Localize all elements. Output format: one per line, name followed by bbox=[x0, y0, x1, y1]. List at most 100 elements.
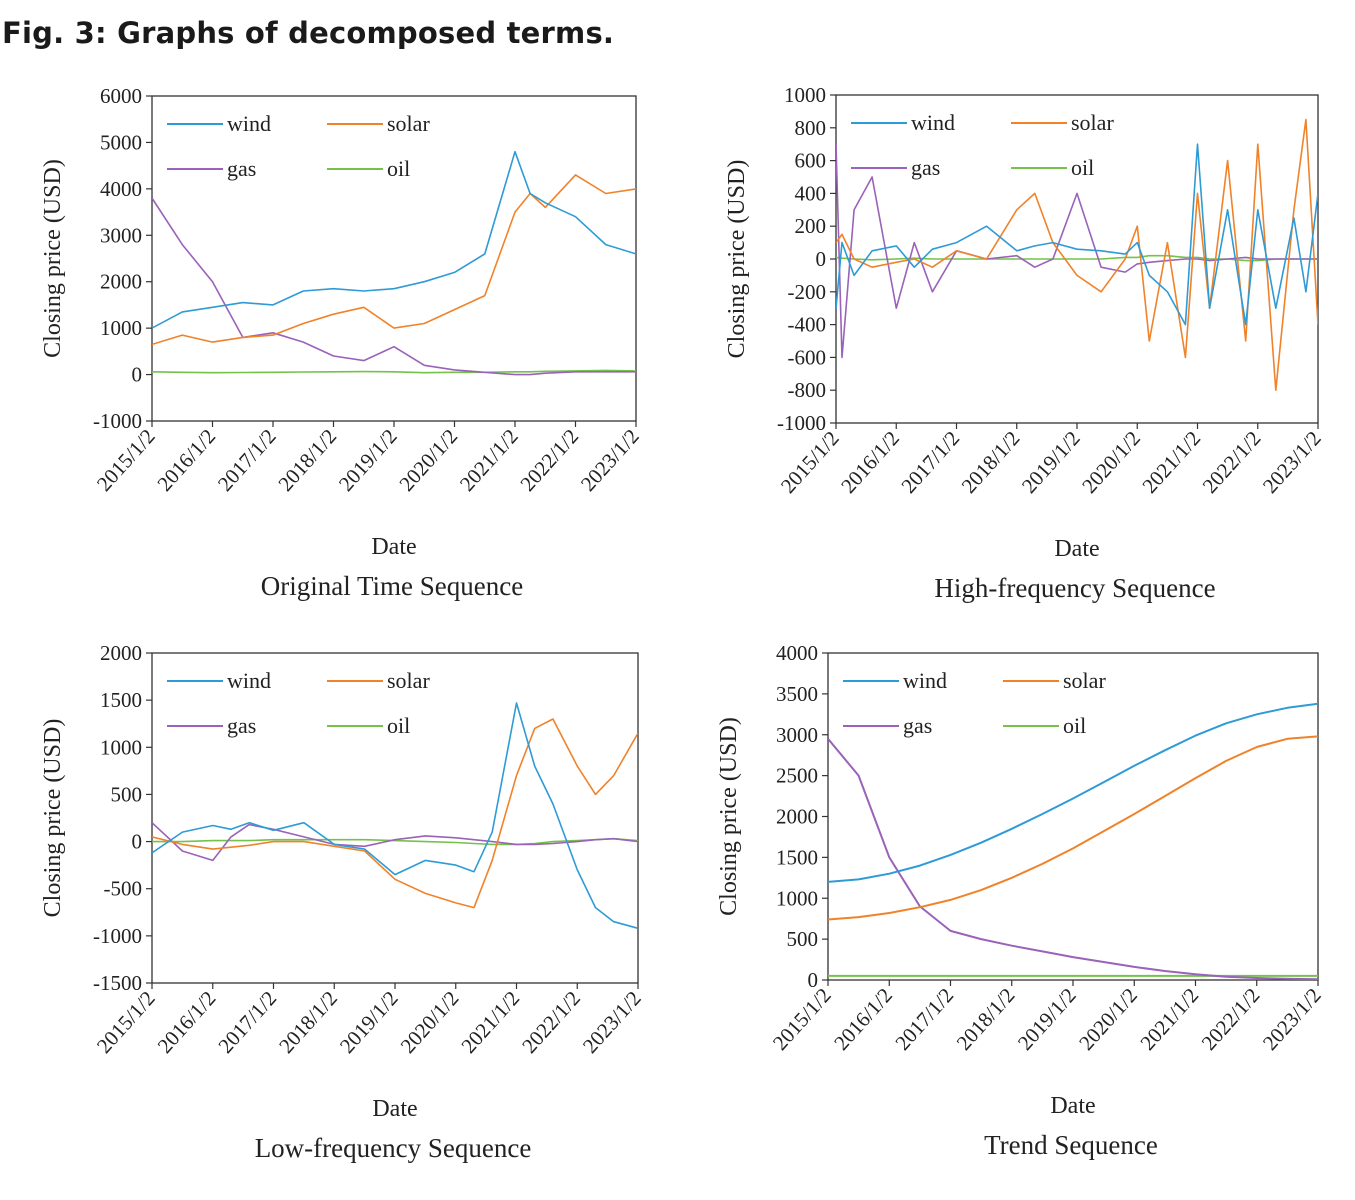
chart-low-frequency: 2000150010005000-500-1000-15002015/1/220… bbox=[40, 641, 646, 1163]
x-tick-label: 2019/1/2 bbox=[335, 986, 403, 1058]
series-line-wind bbox=[828, 702, 1318, 883]
legend-label-gas: gas bbox=[227, 156, 256, 181]
x-tick-label: 2017/1/2 bbox=[896, 426, 964, 498]
y-tick-label: 600 bbox=[795, 149, 827, 173]
y-tick-label: 3000 bbox=[100, 223, 142, 247]
series-line-gas bbox=[152, 197, 636, 376]
plot-frame bbox=[827, 652, 1319, 981]
x-tick-label: 2018/1/2 bbox=[273, 424, 341, 496]
y-tick-label: 1000 bbox=[784, 83, 826, 107]
x-tick-label: 2021/1/2 bbox=[1137, 426, 1205, 498]
y-tick-label: 500 bbox=[787, 927, 819, 951]
legend-label-gas: gas bbox=[903, 713, 932, 738]
legend-label-gas: gas bbox=[911, 155, 940, 180]
x-tick-label: 2019/1/2 bbox=[1013, 983, 1081, 1055]
series-group bbox=[836, 118, 1318, 392]
y-tick-label: 0 bbox=[132, 363, 143, 387]
series-line-gas bbox=[152, 822, 638, 862]
y-tick-label: 0 bbox=[132, 830, 143, 854]
series-line-gas bbox=[828, 738, 1318, 980]
x-tick-label: 2015/1/2 bbox=[92, 424, 160, 496]
chart-trend: 4000 3500 3000 2500 2000 1500 1000 500 02015/1/2… bbox=[716, 641, 1326, 1160]
x-tick-label: 2018/1/2 bbox=[274, 986, 342, 1058]
y-tick-label: 3000 bbox=[776, 723, 818, 747]
y-tick-label: -600 bbox=[788, 345, 827, 369]
x-tick-label: 2019/1/2 bbox=[334, 424, 402, 496]
series-group bbox=[152, 702, 638, 930]
y-tick-label: 4000 bbox=[100, 177, 142, 201]
y-tick-label: 5000 bbox=[100, 130, 142, 154]
y-tick-label: 1000 bbox=[776, 886, 818, 910]
y-axis-title: Closing price (USD) bbox=[40, 159, 66, 358]
y-axis-title: Closing price (USD) bbox=[716, 717, 742, 916]
legend-label-wind: wind bbox=[911, 110, 955, 135]
y-tick-label: 3500 bbox=[776, 682, 818, 706]
legend-label-solar: solar bbox=[387, 668, 430, 693]
x-tick-label: 2018/1/2 bbox=[952, 983, 1020, 1055]
series-line-solar bbox=[152, 718, 638, 909]
y-axis-title: Closing price (USD) bbox=[724, 160, 750, 359]
series-line-gas bbox=[836, 144, 1318, 359]
figure-title: Fig. 3: Graphs of decomposed terms. bbox=[2, 16, 615, 50]
chart-original: 6000500040003000200010000-10002015/1/220… bbox=[40, 84, 644, 601]
y-tick-label: -800 bbox=[788, 378, 827, 402]
y-tick-label: -500 bbox=[104, 877, 143, 901]
plot-frame bbox=[151, 652, 639, 984]
x-tick-label: 2022/1/2 bbox=[1197, 983, 1265, 1055]
chart-caption: Original Time Sequence bbox=[261, 571, 523, 601]
x-tick-label: 2021/1/2 bbox=[455, 424, 523, 496]
x-tick-label: 2015/1/2 bbox=[92, 986, 160, 1058]
series-group bbox=[152, 150, 636, 376]
x-tick-label: 2015/1/2 bbox=[768, 983, 836, 1055]
series-line-oil bbox=[152, 369, 636, 374]
y-tick-label: 800 bbox=[795, 116, 827, 140]
series-line-wind bbox=[836, 143, 1318, 326]
x-tick-label: 2017/1/2 bbox=[890, 983, 958, 1055]
y-tick-label: 1500 bbox=[776, 845, 818, 869]
x-axis-title: Date bbox=[371, 534, 416, 560]
chart-high-frequency: 10008006004002000-200-400-600-800-100020… bbox=[724, 83, 1326, 603]
series-line-solar bbox=[828, 735, 1318, 921]
y-tick-label: 2500 bbox=[776, 764, 818, 788]
legend-label-wind: wind bbox=[227, 668, 271, 693]
x-tick-label: 2022/1/2 bbox=[1198, 426, 1266, 498]
legend-label-solar: solar bbox=[1071, 110, 1114, 135]
y-tick-label: 400 bbox=[795, 181, 827, 205]
y-tick-label: 1000 bbox=[100, 735, 142, 759]
x-tick-label: 2018/1/2 bbox=[957, 426, 1025, 498]
y-tick-label: -1000 bbox=[93, 409, 142, 433]
x-tick-label: 2016/1/2 bbox=[153, 986, 221, 1058]
chart-caption: High-frequency Sequence bbox=[934, 573, 1215, 603]
y-tick-label: -200 bbox=[788, 280, 827, 304]
x-tick-label: 2015/1/2 bbox=[776, 426, 844, 498]
series-line-oil bbox=[152, 837, 638, 846]
x-tick-label: 2023/1/2 bbox=[578, 986, 646, 1058]
x-tick-label: 2016/1/2 bbox=[152, 424, 220, 496]
legend-label-gas: gas bbox=[227, 713, 256, 738]
y-tick-label: 2000 bbox=[100, 270, 142, 294]
legend-label-wind: wind bbox=[903, 668, 947, 693]
series-line-solar bbox=[152, 174, 636, 346]
series-line-wind bbox=[152, 150, 636, 329]
x-tick-label: 2023/1/2 bbox=[1258, 983, 1326, 1055]
y-tick-label: 0 bbox=[816, 247, 827, 271]
y-tick-label: 1000 bbox=[100, 316, 142, 340]
x-tick-label: 2019/1/2 bbox=[1017, 426, 1085, 498]
y-tick-label: 2000 bbox=[776, 805, 818, 829]
x-tick-label: 2022/1/2 bbox=[515, 424, 583, 496]
x-tick-label: 2022/1/2 bbox=[517, 986, 585, 1058]
y-tick-label: 500 bbox=[111, 782, 143, 806]
y-tick-label: 200 bbox=[795, 214, 827, 238]
series-line-solar bbox=[836, 118, 1318, 392]
series-group bbox=[828, 702, 1318, 980]
y-tick-label: 4000 bbox=[776, 641, 818, 665]
chart-caption: Low-frequency Sequence bbox=[255, 1133, 532, 1163]
x-axis-title: Date bbox=[372, 1096, 417, 1122]
legend-label-oil: oil bbox=[1063, 713, 1086, 738]
x-tick-label: 2017/1/2 bbox=[213, 424, 281, 496]
legend-label-oil: oil bbox=[387, 156, 410, 181]
x-tick-label: 2016/1/2 bbox=[829, 983, 897, 1055]
x-tick-label: 2023/1/2 bbox=[1258, 426, 1326, 498]
x-tick-label: 2020/1/2 bbox=[1074, 983, 1142, 1055]
chart-caption: Trend Sequence bbox=[984, 1130, 1158, 1160]
